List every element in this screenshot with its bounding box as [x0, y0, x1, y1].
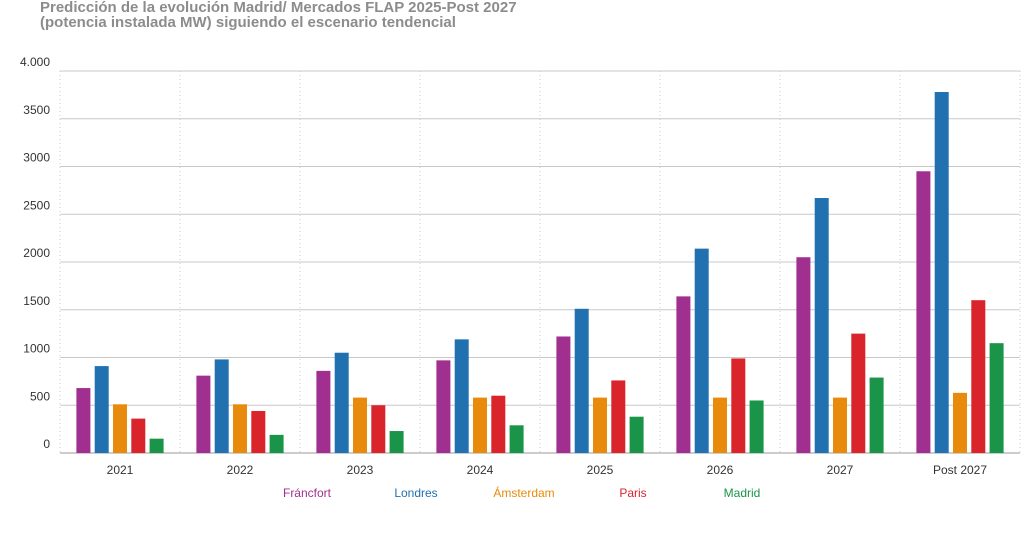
- chart-subtitle: (potencia instalada MW) siguiendo el esc…: [40, 14, 456, 31]
- bar: [851, 333, 866, 453]
- bar: [371, 405, 386, 453]
- x-tick-label: 2027: [827, 463, 854, 477]
- bar: [269, 434, 284, 453]
- bar: [214, 359, 229, 453]
- bar: [76, 388, 91, 453]
- bar: [593, 397, 607, 453]
- bar: [934, 92, 949, 453]
- bar: [251, 410, 266, 453]
- chart-title-block: Predicción de la evolución Madrid/ Merca…: [40, 0, 517, 30]
- bar: [233, 404, 247, 453]
- bar: [473, 397, 487, 453]
- bar: [916, 171, 931, 453]
- y-tick-label: 3000: [23, 151, 50, 165]
- bar: [556, 336, 571, 453]
- bar: [574, 308, 589, 453]
- bar: [749, 400, 764, 453]
- bar: [94, 366, 109, 453]
- x-tick-label: 2021: [107, 463, 134, 477]
- legend-item: Paris: [619, 486, 646, 500]
- x-axis-ticks: 2021 2022 2023 2024 2025 2026 2027 Post 2027: [107, 463, 988, 477]
- bar: [989, 343, 1004, 453]
- bar: [353, 397, 367, 453]
- bar: [454, 339, 469, 453]
- bars: [76, 92, 1004, 453]
- legend-item: Ámsterdam: [493, 485, 554, 500]
- y-axis-ticks: 0 500 1000 1500 2000 2500 3000 3500 4.000: [20, 55, 50, 451]
- bar: [436, 360, 451, 453]
- bar: [196, 375, 211, 453]
- legend: Fráncfort Londres Ámsterdam Paris Madrid: [283, 485, 760, 500]
- bar: [509, 425, 524, 453]
- x-tick-label: 2024: [467, 463, 494, 477]
- x-tick-label: 2022: [227, 463, 254, 477]
- x-tick-label: 2023: [347, 463, 374, 477]
- legend-item: Madrid: [724, 486, 761, 500]
- bar: [611, 380, 626, 453]
- bar: [491, 395, 506, 453]
- chart-title: Predicción de la evolución Madrid/ Merca…: [40, 0, 517, 16]
- bar: [131, 418, 146, 453]
- bar: [334, 352, 349, 453]
- bar: [676, 296, 691, 453]
- x-tick-label: 2025: [587, 463, 614, 477]
- bar: [629, 416, 644, 453]
- y-tick-label: 1000: [23, 342, 50, 356]
- bar: [971, 300, 986, 453]
- y-tick-label: 0: [43, 437, 50, 451]
- bar: [694, 248, 709, 453]
- legend-item: Londres: [394, 486, 437, 500]
- bar: [796, 257, 811, 453]
- bar: [833, 397, 847, 453]
- y-tick-label: 2500: [23, 198, 50, 212]
- bar: [814, 198, 829, 453]
- bar: [869, 377, 884, 453]
- y-tick-label: 4.000: [20, 55, 50, 69]
- bar: [113, 404, 127, 453]
- y-tick-label: 3500: [23, 103, 50, 117]
- bar: [389, 431, 404, 453]
- bar: [731, 358, 746, 453]
- x-tick-label: 2026: [707, 463, 734, 477]
- y-tick-label: 2000: [23, 246, 50, 260]
- bar: [149, 438, 164, 453]
- y-tick-label: 1500: [23, 294, 50, 308]
- y-tick-label: 500: [30, 389, 50, 403]
- bar: [953, 392, 967, 453]
- x-tick-label: Post 2027: [933, 463, 987, 477]
- legend-item: Fráncfort: [283, 486, 332, 500]
- bar: [713, 397, 727, 453]
- bar: [316, 370, 331, 453]
